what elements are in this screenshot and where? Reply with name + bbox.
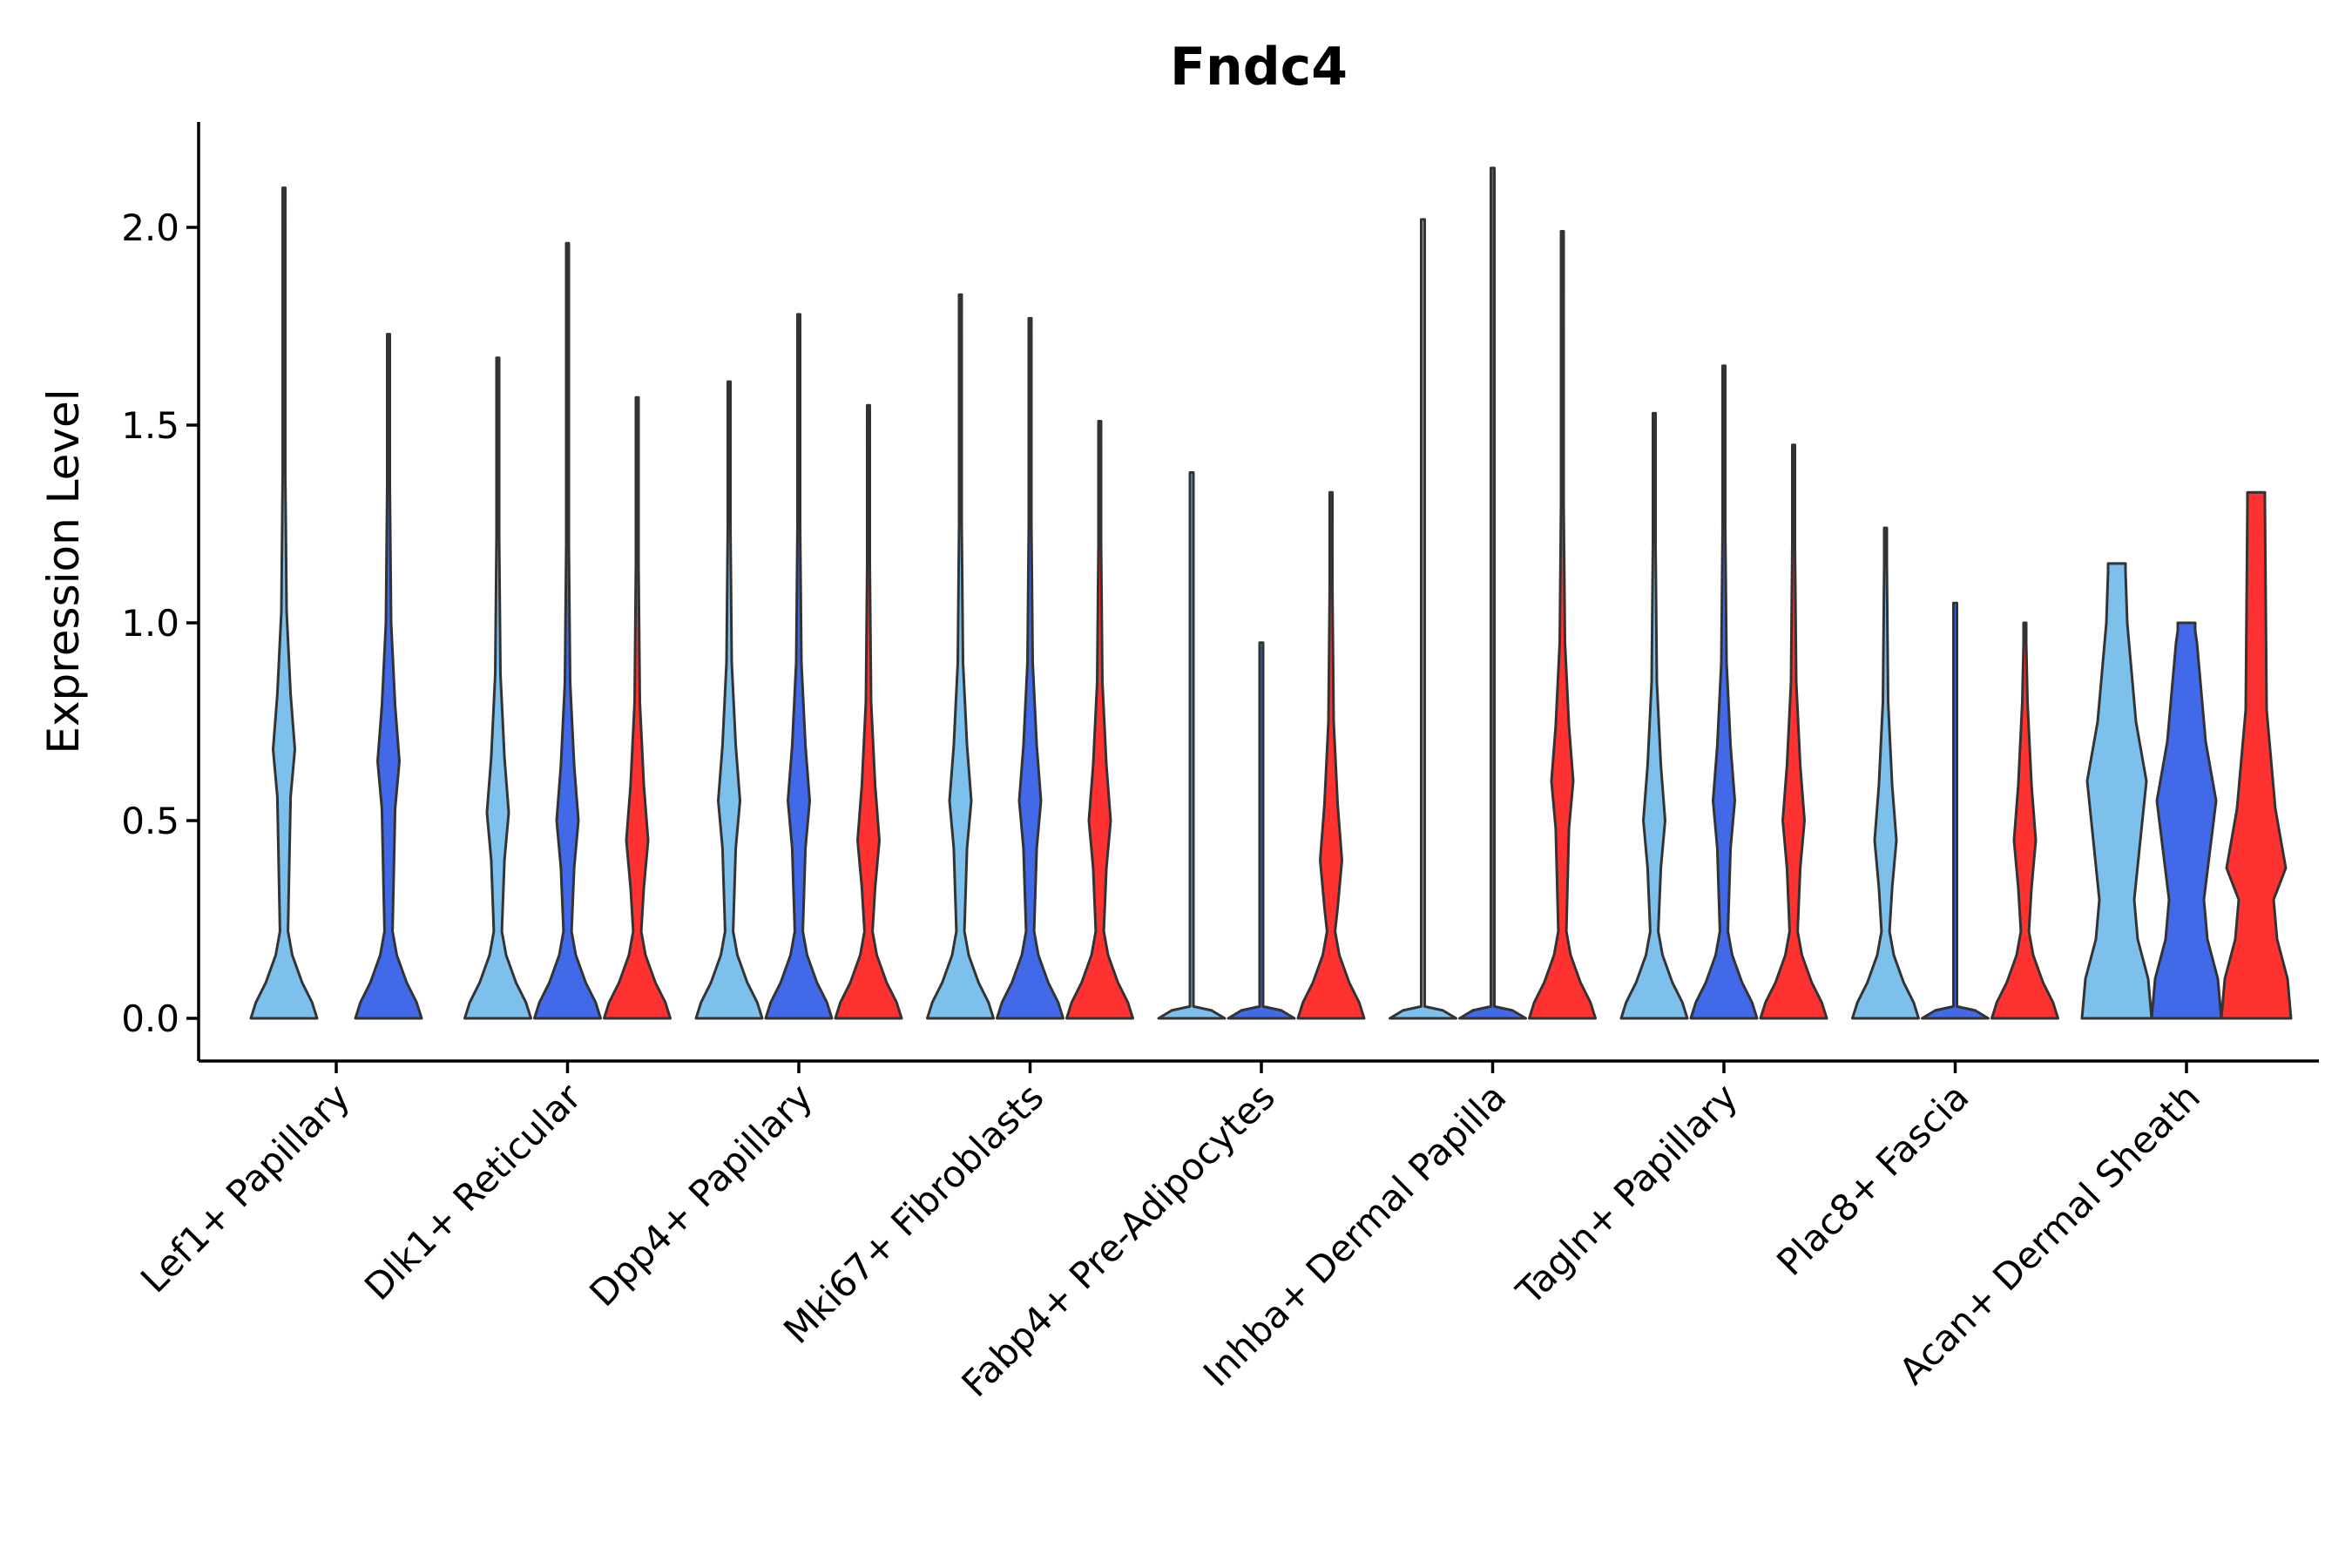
x-tick-label: Dlk1+ Reticular xyxy=(356,1075,590,1308)
violin-1 xyxy=(249,186,319,1020)
y-tick-label: 1.0 xyxy=(121,602,179,645)
violin-3 xyxy=(1528,230,1597,1020)
violin-3 xyxy=(603,395,672,1020)
violin-1 xyxy=(1389,218,1457,1020)
violin-3 xyxy=(834,403,903,1020)
violin-3 xyxy=(1065,420,1134,1020)
y-tick-label: 0.0 xyxy=(121,997,179,1040)
violin-3 xyxy=(1296,490,1366,1020)
violin-1 xyxy=(463,356,532,1020)
x-tick-label: Dpp4+ Papillary xyxy=(581,1075,821,1315)
violin-3 xyxy=(1759,443,1828,1020)
violin-2 xyxy=(1689,364,1759,1020)
violin-2 xyxy=(1458,166,1527,1020)
violin-2 xyxy=(533,241,602,1020)
violin-1 xyxy=(1157,471,1227,1020)
violin-1 xyxy=(2080,562,2153,1020)
violin-3 xyxy=(1990,621,2059,1020)
violin-2 xyxy=(2150,621,2223,1020)
violin-1 xyxy=(1619,411,1689,1020)
violin-2 xyxy=(1227,641,1296,1020)
x-tick-label: Lef1+ Papillary xyxy=(132,1075,358,1301)
violin-1 xyxy=(926,293,995,1020)
violin-2 xyxy=(764,313,834,1020)
y-tick-label: 1.5 xyxy=(121,404,179,447)
violin-3 xyxy=(2220,490,2293,1020)
y-tick-label: 2.0 xyxy=(121,206,179,249)
violin-1 xyxy=(694,380,764,1020)
y-tick-label: 0.5 xyxy=(121,800,179,842)
violin-1 xyxy=(1851,526,1920,1020)
x-tick-label: Plac8+ Fascia xyxy=(1768,1075,1977,1283)
x-tick-label: Mki67+ Fibroblasts xyxy=(775,1075,1051,1351)
chart-title: Fndc4 xyxy=(1170,37,1348,98)
violin-2 xyxy=(354,333,423,1020)
violin-2 xyxy=(1921,601,1990,1020)
y-axis-label: Expression Level xyxy=(38,389,89,754)
x-tick-label: Tagln+ Papillary xyxy=(1508,1075,1746,1313)
violin-2 xyxy=(996,316,1064,1020)
